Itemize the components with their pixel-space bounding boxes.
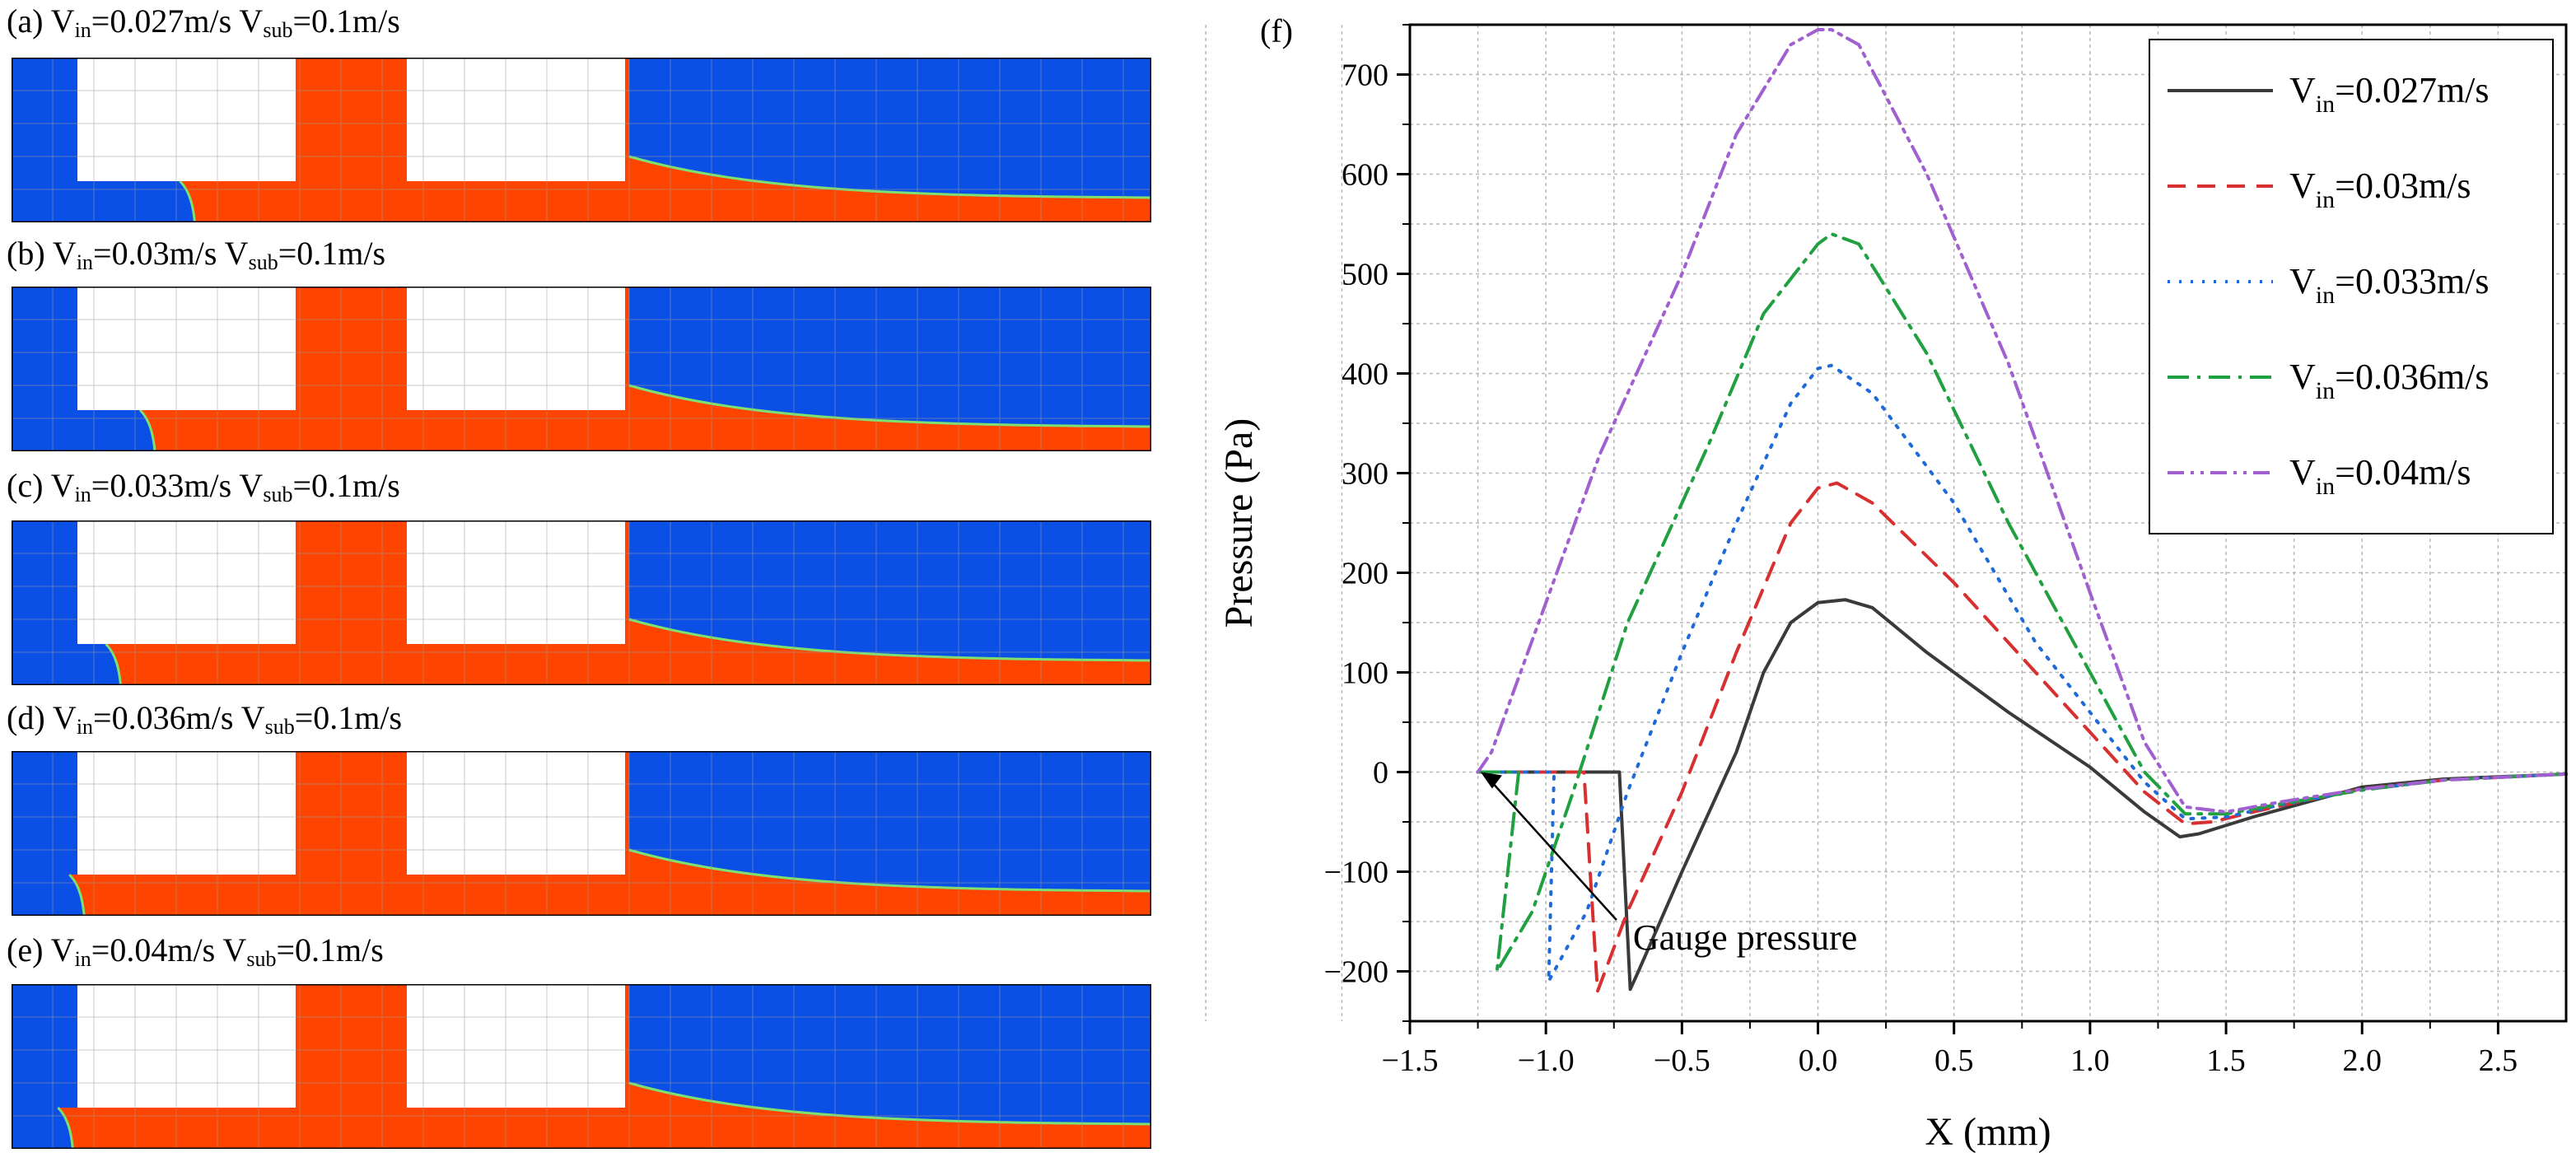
legend-label-4: Vin=0.04m/s bbox=[2289, 452, 2471, 500]
series-line-1 bbox=[1476, 481, 2568, 993]
y-tick-label: 700 bbox=[1342, 58, 1388, 93]
inlet-interface bbox=[57, 1106, 74, 1149]
wall-grid bbox=[77, 58, 625, 181]
y-tick-label: −200 bbox=[1324, 955, 1388, 990]
series-line-4 bbox=[1476, 28, 2568, 814]
outlet-water-region bbox=[629, 58, 1151, 198]
outlet-water-region bbox=[629, 520, 1151, 660]
series-line-3 bbox=[1476, 232, 2568, 973]
x-tick-label: −1.5 bbox=[1382, 1043, 1439, 1078]
outlet-water-region bbox=[629, 751, 1151, 891]
wall-block-right bbox=[407, 287, 625, 410]
y-tick-label: 600 bbox=[1342, 158, 1388, 193]
legend-label-0: Vin=0.027m/s bbox=[2289, 70, 2490, 118]
inlet-interface bbox=[105, 642, 123, 685]
sim-panel-d bbox=[12, 751, 1151, 916]
panel-a-label: (a) Vin=0.027m/s Vsub=0.1m/s bbox=[7, 2, 400, 42]
wall-block-right bbox=[407, 58, 625, 181]
series-line-0 bbox=[1476, 598, 2568, 992]
legend-label-3: Vin=0.036m/s bbox=[2289, 357, 2490, 404]
legend-box bbox=[2149, 39, 2554, 534]
panel-c-label: (c) Vin=0.033m/s Vsub=0.1m/s bbox=[7, 467, 400, 506]
wall-block-left bbox=[77, 984, 296, 1108]
annotation-text: Gauge pressure bbox=[1633, 917, 1857, 958]
inlet-water-region bbox=[12, 984, 77, 1149]
outlet-water-region bbox=[629, 984, 1151, 1124]
y-tick-label: 100 bbox=[1342, 656, 1388, 691]
x-tick-label: 1.5 bbox=[2206, 1043, 2246, 1078]
sim-panel-e bbox=[12, 984, 1151, 1149]
x-tick-label: −0.5 bbox=[1654, 1043, 1710, 1078]
wall-block-left bbox=[77, 751, 296, 875]
wall-block-left bbox=[77, 58, 296, 181]
y-tick-label: 500 bbox=[1342, 258, 1388, 292]
y-tick-label: 300 bbox=[1342, 457, 1388, 492]
wall-grid bbox=[77, 520, 625, 644]
annotation-arrow-head bbox=[1480, 772, 1502, 789]
x-tick-label: 1.0 bbox=[2070, 1043, 2110, 1078]
y-tick-label: 200 bbox=[1342, 557, 1388, 591]
inlet-interface bbox=[68, 873, 86, 916]
sim-panel-c bbox=[12, 520, 1151, 685]
sim-panel-a bbox=[12, 58, 1151, 222]
y-tick-label: 0 bbox=[1373, 756, 1388, 791]
panel-e-label: (e) Vin=0.04m/s Vsub=0.1m/s bbox=[7, 931, 384, 971]
inlet-interface bbox=[138, 408, 156, 451]
y-axis-title: Pressure (Pa) bbox=[1217, 418, 1261, 628]
wall-grid bbox=[77, 751, 625, 875]
y-tick-label: −100 bbox=[1324, 856, 1388, 890]
x-tick-label: 0.5 bbox=[1934, 1043, 1974, 1078]
x-tick-label: 2.5 bbox=[2479, 1043, 2518, 1078]
wall-block-left bbox=[77, 520, 296, 644]
wall-grid bbox=[77, 287, 625, 410]
panel-d-label: (d) Vin=0.036m/s Vsub=0.1m/s bbox=[7, 699, 403, 739]
outlet-water-region bbox=[629, 287, 1151, 427]
annotation-arrow-line bbox=[1486, 776, 1617, 921]
panel-f-label: (f) bbox=[1260, 12, 1293, 49]
legend-label-1: Vin=0.03m/s bbox=[2289, 166, 2471, 213]
x-tick-label: 2.0 bbox=[2342, 1043, 2382, 1078]
sim-panel-b bbox=[12, 287, 1151, 451]
y-tick-label: 400 bbox=[1342, 357, 1388, 392]
wall-block-right bbox=[407, 520, 625, 644]
x-axis-title: X (mm) bbox=[1925, 1110, 2051, 1154]
x-tick-label: −1.0 bbox=[1518, 1043, 1575, 1078]
inlet-interface bbox=[179, 180, 197, 222]
x-tick-label: 0.0 bbox=[1799, 1043, 1838, 1078]
wall-grid bbox=[77, 984, 625, 1108]
wall-block-right bbox=[407, 984, 625, 1108]
wall-block-right bbox=[407, 751, 625, 875]
panel-b-label: (b) Vin=0.03m/s Vsub=0.1m/s bbox=[7, 235, 386, 274]
legend-label-2: Vin=0.033m/s bbox=[2289, 261, 2490, 309]
wall-block-left bbox=[77, 287, 296, 410]
inlet-water-region bbox=[12, 751, 85, 916]
